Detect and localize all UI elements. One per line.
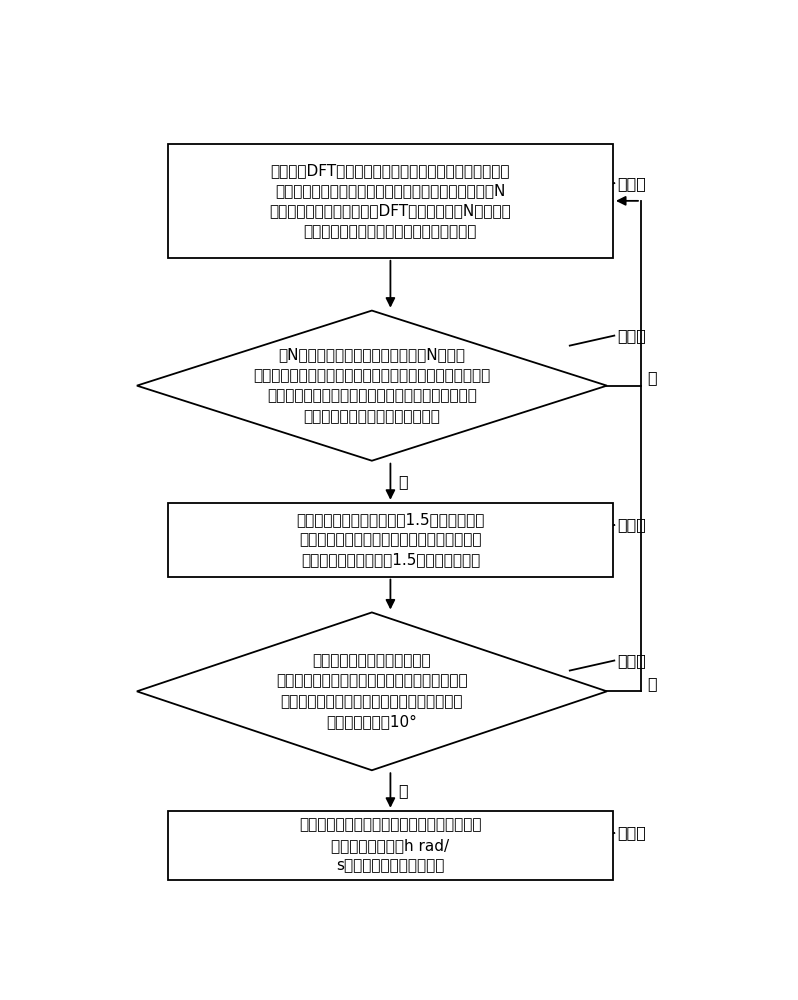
Text: 步骤四: 步骤四 [618, 653, 646, 668]
Text: 是: 是 [398, 783, 408, 798]
Text: 步骤五: 步骤五 [618, 826, 646, 841]
Polygon shape [137, 612, 607, 770]
Text: 如果谐振频率大于穿越频率1.5倍以上，则进
行陷波滤波器参数的调整，进行步骤四；如果
谐振频率小于剪切频率1.5倍，进行步骤五: 如果谐振频率大于穿越频率1.5倍以上，则进 行陷波滤波器参数的调整，进行步骤四；… [296, 512, 484, 568]
Text: 采用加入陷波滤波器的方法对
谐振进行抑制，直到谐振幅值衰减到阈值以下，
同时检测剪切频率处相角的变化，当剪切频率
处相角损失超过10°: 采用加入陷波滤波器的方法对 谐振进行抑制，直到谐振幅值衰减到阈值以下， 同时检测… [276, 653, 468, 729]
Bar [168, 503, 613, 577]
Text: 调整机电伺服系统的控制器的超前环节的系数
使剪切频率以步长h rad/
s逐步前移，从而抑制谐振: 调整机电伺服系统的控制器的超前环节的系数 使剪切频率以步长h rad/ s逐步前… [299, 817, 482, 873]
Text: 步骤三: 步骤三 [618, 518, 646, 533]
Text: 步骤一: 步骤一 [618, 176, 646, 191]
Bar [168, 144, 613, 258]
Text: 是: 是 [398, 474, 408, 489]
Polygon shape [137, 311, 607, 461]
Bar [168, 811, 613, 880]
Text: 采用滑动DFT对机电伺服系统的控制器输出的信号进行谐
振识别，当有谐振时，在所述输出的信号的时域中选取N
个滑动窗口中数据，经滑动DFT转化后，得到N个频谱值
: 采用滑动DFT对机电伺服系统的控制器输出的信号进行谐 振识别，当有谐振时，在所述… [270, 163, 512, 239]
Text: 从N个频谱值中得到幅值最大值，将N个频谱
值中得到的幅值最大值与设定的阈值进行比较，判断是否大
于阈值，如果大于阈值，则该幅值最大值点对应频率
为谐振频率点，该: 从N个频谱值中得到幅值最大值，将N个频谱 值中得到的幅值最大值与设定的阈值进行比… [253, 348, 491, 424]
Text: 否: 否 [647, 676, 657, 691]
Text: 否: 否 [647, 370, 657, 385]
Text: 步骤二: 步骤二 [618, 328, 646, 343]
